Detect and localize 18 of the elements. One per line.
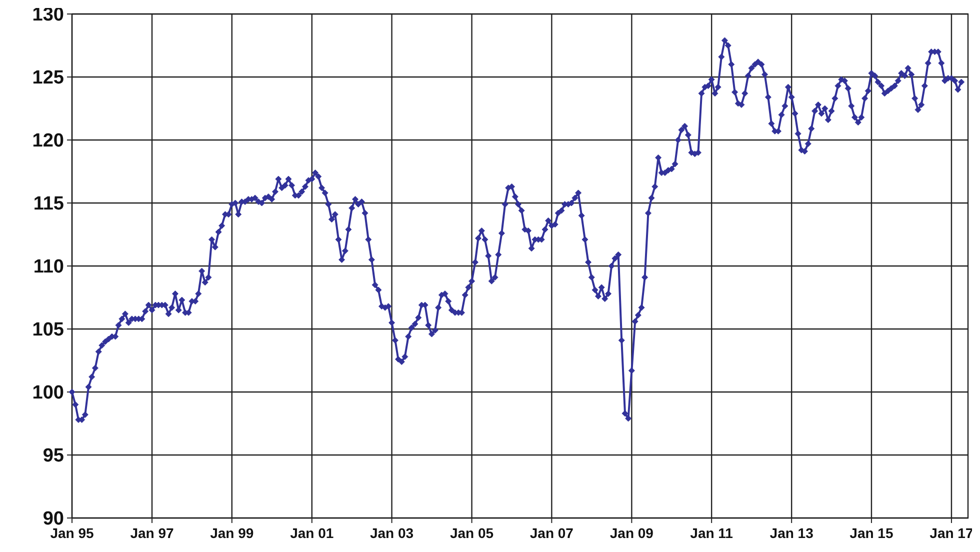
- y-tick-label: 125: [32, 68, 64, 89]
- x-tick-label: Jan 95: [50, 525, 94, 541]
- x-tick-label: Jan 07: [530, 525, 574, 541]
- x-tick-label: Jan 11: [690, 525, 734, 541]
- y-tick-label: 120: [32, 130, 64, 152]
- y-tick-label: 95: [42, 446, 64, 467]
- y-tick-label: 115: [33, 194, 64, 215]
- x-tick-label: Jan 13: [770, 525, 814, 541]
- x-tick-label: Jan 09: [610, 525, 654, 541]
- y-tick-label: 110: [33, 256, 64, 278]
- x-tick-label: Jan 99: [210, 525, 254, 541]
- y-tick-label: 100: [32, 382, 64, 404]
- x-tick-label: Jan 05: [450, 525, 494, 541]
- x-tick-label: Jan 01: [290, 525, 334, 541]
- x-tick-label: Jan 15: [850, 525, 894, 541]
- x-tick-label: Jan 97: [130, 525, 174, 541]
- x-tick-label: Jan 03: [370, 525, 414, 541]
- y-tick-label: 105: [32, 320, 64, 341]
